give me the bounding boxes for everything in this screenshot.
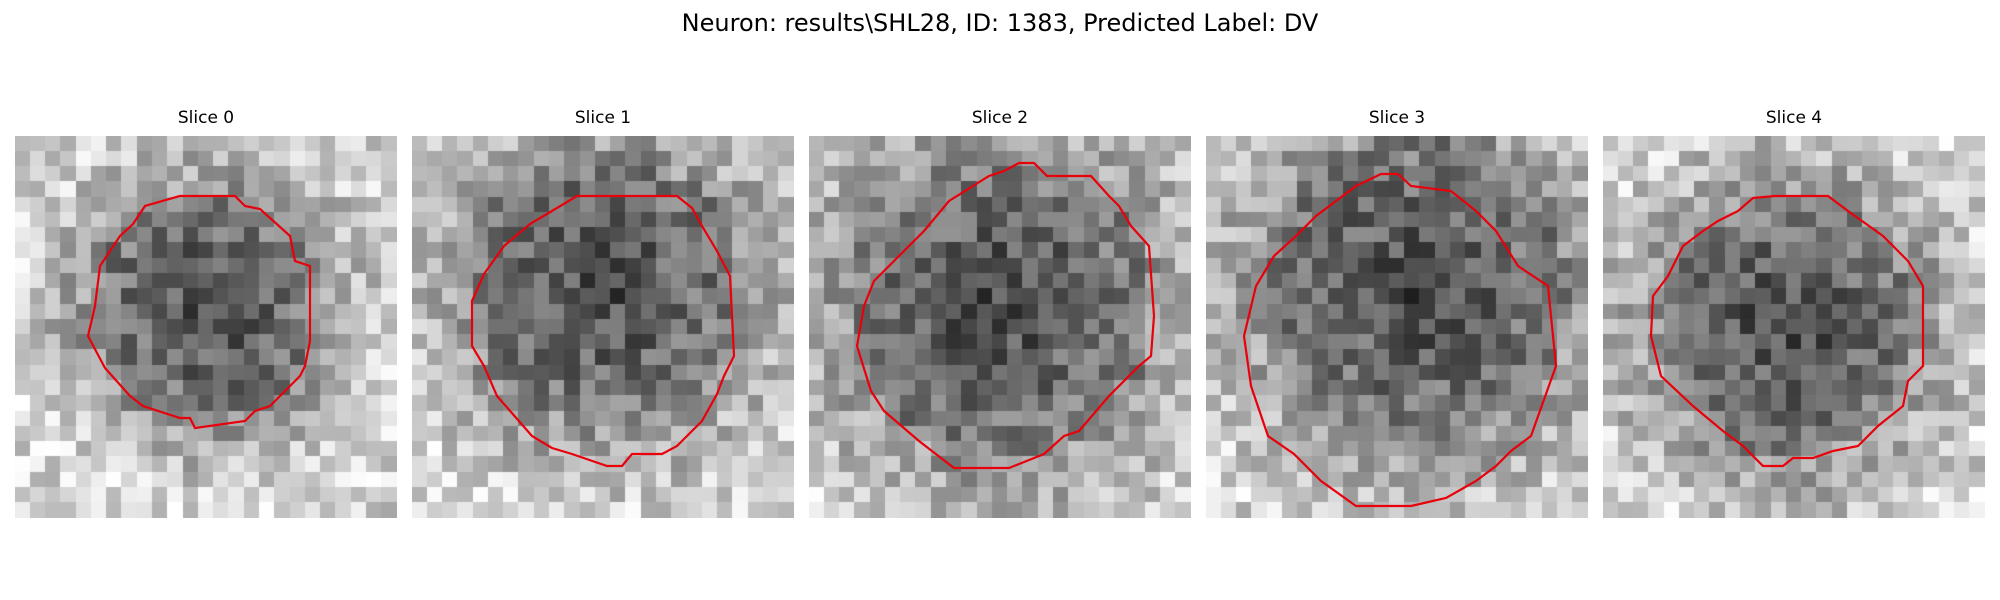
slice-image (809, 136, 1191, 518)
slice-panel-0: Slice 0 (15, 108, 397, 518)
slice-title: Slice 4 (1765, 108, 1823, 128)
figure-title: Neuron: results\SHL28, ID: 1383, Predict… (681, 9, 1319, 37)
slice-image (1206, 136, 1588, 518)
slice-title: Slice 3 (1368, 108, 1426, 128)
slice-image (412, 136, 794, 518)
slice-title: Slice 2 (971, 108, 1029, 128)
slice-panel-2: Slice 2 (809, 108, 1191, 518)
slice-image (15, 136, 397, 518)
slice-panel-4: Slice 4 (1603, 108, 1985, 518)
slice-title: Slice 1 (574, 108, 632, 128)
slice-image (1603, 136, 1985, 518)
slice-panel-1: Slice 1 (412, 108, 794, 518)
slice-title: Slice 0 (177, 108, 235, 128)
slice-panel-3: Slice 3 (1206, 108, 1588, 518)
